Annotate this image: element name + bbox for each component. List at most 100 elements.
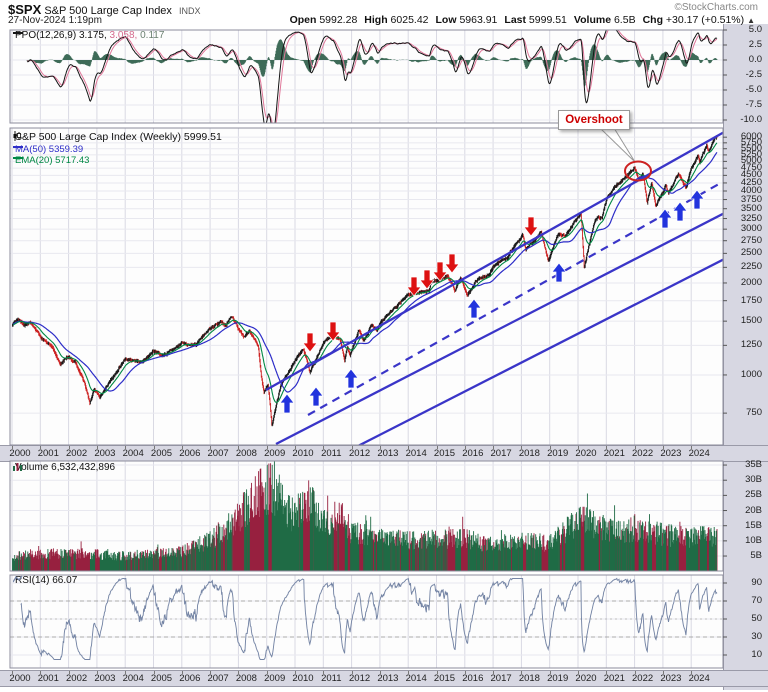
price-axis-tick-label: 1750 <box>740 294 762 306</box>
x-axis-tick <box>606 446 608 449</box>
price-axis-tick-label: 1500 <box>740 315 762 327</box>
x-axis-tick <box>351 671 353 674</box>
ppo-legend: PPO(12,26,9) 3.175, 3.058, 0.117 <box>13 30 164 41</box>
x-axis-year-label: 2001 <box>37 672 59 684</box>
x-axis-tick <box>40 446 42 449</box>
x-axis-year-label: 2013 <box>377 672 399 684</box>
x-axis-tick <box>379 446 381 449</box>
x-axis-tick <box>606 671 608 674</box>
volume-value: 6.5B <box>613 14 636 26</box>
x-axis-year-label: 2002 <box>66 447 88 459</box>
x-axis-year-label: 2022 <box>632 672 654 684</box>
x-axis-year-label: 2002 <box>66 672 88 684</box>
x-axis-tick <box>493 446 495 449</box>
x-axis-year-label: 2001 <box>37 447 59 459</box>
stockcharts-credit-link[interactable]: ©StockCharts.com <box>674 2 758 13</box>
price-series-label: S&P 500 Large Cap Index (Weekly) <box>15 131 181 143</box>
price-axis-tick-label: 5000 <box>740 155 762 167</box>
ppo-axis-tick-label: -10.0 <box>740 114 762 125</box>
price-axis-tick-label: 3750 <box>740 193 762 205</box>
x-axis-year-label: 2021 <box>603 447 625 459</box>
price-last-value: 5999.51 <box>183 131 222 143</box>
x-axis-year-label: 2010 <box>292 672 314 684</box>
ma50-legend: MA(50) 5359.39 <box>13 144 83 155</box>
x-axis-tick <box>549 671 551 674</box>
ppo-axis-tick-label: 5.0 <box>748 24 762 35</box>
x-axis-year-label: 2006 <box>179 447 201 459</box>
x-axis-year-label: 2019 <box>547 672 569 684</box>
x-axis-tick <box>153 446 155 449</box>
x-axis-tick <box>578 671 579 674</box>
volume-axis-tick-label: 10B <box>745 534 762 546</box>
rsi-axis-tick-label: 90 <box>751 577 762 588</box>
ma50-label: MA(50) <box>15 144 47 155</box>
price-axis-tick-label: 6000 <box>740 131 762 143</box>
ppo-signal-value: 3.058, <box>109 30 138 41</box>
x-axis-tick <box>125 671 127 674</box>
price-axis-tick-label: 4250 <box>740 176 762 188</box>
x-axis-tick <box>68 671 70 674</box>
x-axis-year-label: 2007 <box>207 672 229 684</box>
open-label: Open <box>289 14 317 26</box>
x-axis-year-label: 2024 <box>688 447 710 459</box>
rsi-axis-tick-label: 30 <box>751 631 762 642</box>
x-axis-tick <box>266 446 268 449</box>
last-value: 5999.51 <box>528 14 567 26</box>
volume-total-value: 6,532,432,896 <box>51 462 116 473</box>
volume-series-label: Volume <box>15 462 49 473</box>
x-axis-tick <box>351 446 353 449</box>
x-axis-tick <box>493 671 495 674</box>
x-axis-year-label: 2009 <box>264 447 286 459</box>
x-axis-year-label: 2015 <box>433 672 456 684</box>
x-axis-tick <box>549 446 551 449</box>
x-axis-year-label: 2015 <box>433 447 456 459</box>
x-axis-year-label: 2020 <box>575 672 597 684</box>
price-axis-tick-label: 2000 <box>740 276 762 288</box>
x-axis-year-label: 2003 <box>94 672 116 684</box>
x-axis-tick <box>521 671 523 674</box>
x-axis-year-label: 2022 <box>632 447 654 459</box>
rsi-axis-tick-label: 50 <box>751 613 762 624</box>
price-axis-tick-label: 2250 <box>740 261 762 273</box>
price-axis-tick-label: 3500 <box>740 202 762 214</box>
volume-axis-tick-label: 5B <box>750 550 762 562</box>
x-axis-tick <box>436 446 438 449</box>
ppo-axis-tick-label: -5.0 <box>745 84 762 95</box>
price-axis-tick-label: 4500 <box>740 169 762 181</box>
ema20-legend: EMA(20) 5717.43 <box>13 155 89 166</box>
rsi-label: RSI(14) <box>15 575 50 586</box>
x-axis-tick <box>210 446 212 449</box>
x-axis-year-label: 2011 <box>321 672 342 684</box>
quote-bar: Open 5992.28 High 6025.42 Low 5963.91 Last … <box>290 14 755 26</box>
price-axis-tick-label: 5750 <box>740 136 762 148</box>
rsi-value: 66.07 <box>52 575 78 586</box>
volume-axis-tick-label: 25B <box>745 489 762 501</box>
price-axis-tick-label: 3000 <box>740 223 762 235</box>
price-axis-tick-label: 5250 <box>740 148 762 160</box>
x-axis-year-label: 2014 <box>405 672 427 684</box>
x-axis-year-label: 2020 <box>575 447 597 459</box>
x-axis-tick <box>295 446 296 449</box>
x-axis-tick <box>578 446 579 449</box>
x-axis-year-label: 2017 <box>490 672 512 684</box>
x-axis-year-label: 2012 <box>349 672 371 684</box>
open-value: 5992.28 <box>319 14 358 26</box>
x-axis-tick <box>634 446 636 449</box>
symbol: $SPX <box>8 2 42 17</box>
x-axis-tick <box>210 671 212 674</box>
volume-axis-tick-label: 30B <box>745 474 762 486</box>
ppo-axis-tick-label: -2.5 <box>745 69 762 80</box>
x-axis-year-label: 2013 <box>377 447 399 459</box>
x-axis-year-label: 2008 <box>235 447 257 459</box>
chart-datetime: 27-Nov-2024 1:19pm <box>8 15 102 26</box>
ppo-axis-tick-label: -7.5 <box>745 99 762 110</box>
x-axis-tick <box>96 446 98 449</box>
ma50-value: 5359.39 <box>48 144 84 155</box>
x-axis-year-label: 2009 <box>264 672 286 684</box>
x-axis-year-label: 2005 <box>150 447 173 459</box>
rsi-axis-tick-label: 10 <box>751 649 762 660</box>
x-axis-tick <box>464 671 466 674</box>
volume-axis-tick-label: 35B <box>745 459 762 471</box>
